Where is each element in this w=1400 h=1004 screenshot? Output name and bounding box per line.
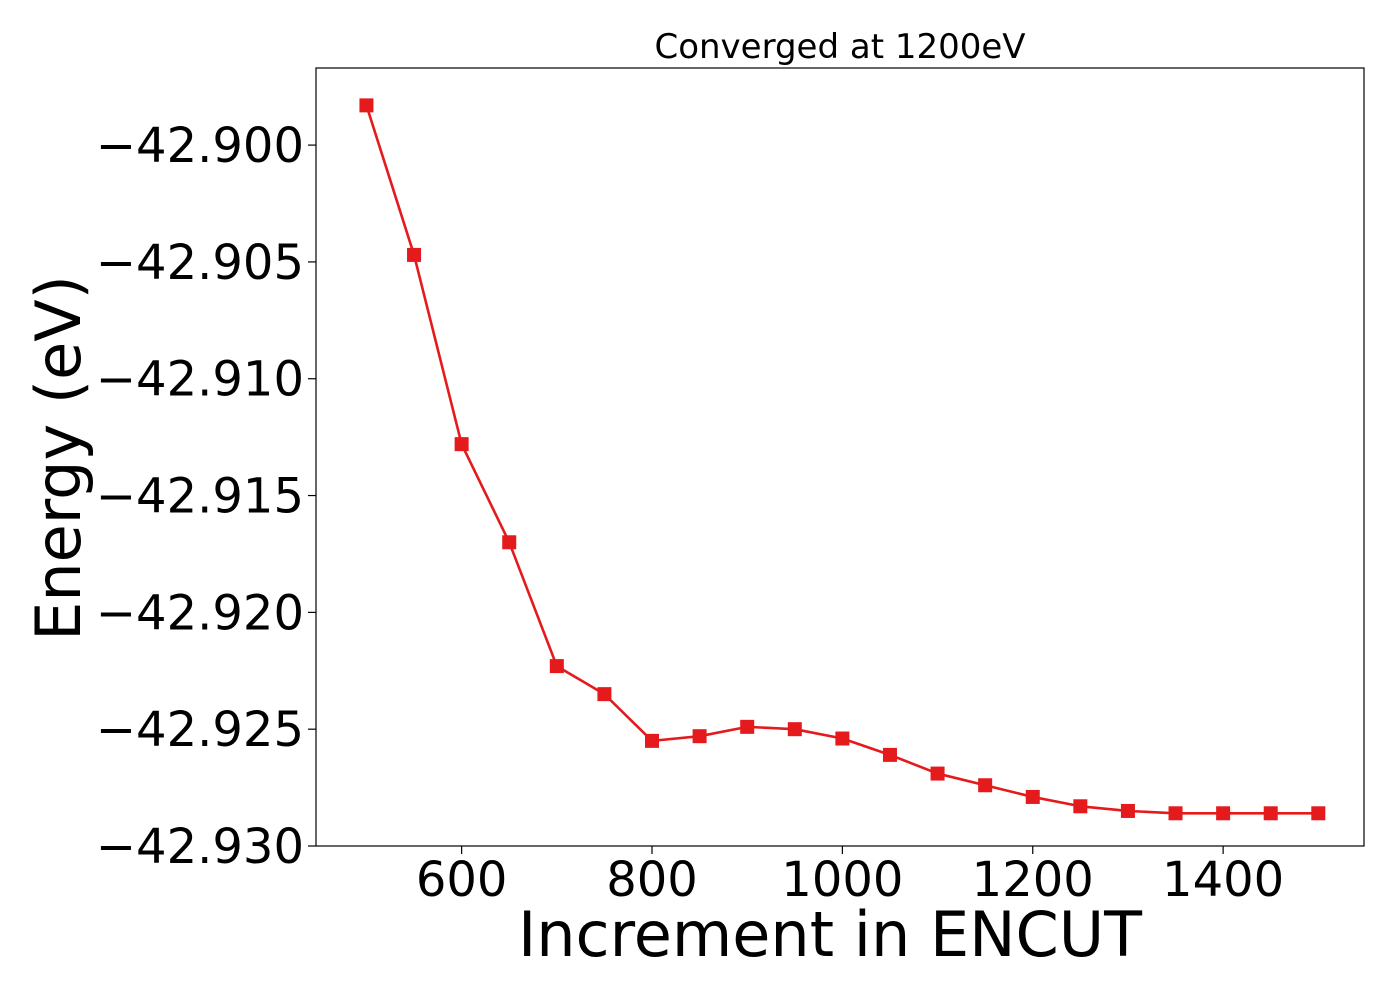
y-tick-label: −42.905 bbox=[96, 235, 304, 291]
data-point-marker bbox=[645, 733, 660, 748]
data-point-marker bbox=[1216, 806, 1231, 821]
y-tick-label: −42.915 bbox=[96, 469, 304, 525]
x-tick-label: 800 bbox=[606, 852, 698, 908]
plot-area-frame bbox=[315, 67, 1365, 847]
data-point-marker bbox=[1025, 789, 1040, 804]
chart-title: Converged at 1200eV bbox=[654, 27, 1025, 67]
x-tick-label: 1000 bbox=[781, 852, 903, 908]
data-point-marker bbox=[1263, 806, 1278, 821]
data-point-marker bbox=[740, 719, 755, 734]
data-point-marker bbox=[549, 659, 564, 674]
data-point-marker bbox=[1073, 799, 1088, 814]
data-point-marker bbox=[787, 722, 802, 737]
y-tick-label: −42.920 bbox=[96, 585, 304, 641]
y-tick-label: −42.925 bbox=[96, 702, 304, 758]
series-layer bbox=[359, 98, 1326, 821]
data-point-marker bbox=[930, 766, 945, 781]
y-axis-label: Energy (eV) bbox=[22, 275, 95, 641]
data-point-marker bbox=[1168, 806, 1183, 821]
y-tick-label: −42.900 bbox=[96, 118, 304, 174]
data-point-marker bbox=[1120, 803, 1135, 818]
y-tick-label: −42.930 bbox=[96, 819, 304, 875]
y-tick-label: −42.910 bbox=[96, 352, 304, 408]
x-tick-label: 1400 bbox=[1162, 852, 1284, 908]
x-tick-label: 1200 bbox=[972, 852, 1094, 908]
data-point-marker bbox=[978, 778, 993, 793]
data-point-marker bbox=[502, 535, 517, 550]
data-point-marker bbox=[882, 747, 897, 762]
x-tick-label: 600 bbox=[416, 852, 508, 908]
x-axis-label: Increment in ENCUT bbox=[518, 898, 1143, 971]
data-point-marker bbox=[454, 437, 469, 452]
series-line bbox=[365, 104, 1319, 815]
x-axis-ticks: 600 800 1000 1200 1400 bbox=[416, 846, 1284, 908]
data-point-marker bbox=[359, 98, 374, 113]
y-axis-ticks: −42.930 −42.925 −42.920 −42.915 −42.910 −42.9… bbox=[96, 118, 316, 875]
data-point-marker bbox=[597, 687, 612, 702]
data-point-marker bbox=[407, 247, 422, 262]
data-point-marker bbox=[1311, 806, 1326, 821]
data-point-marker bbox=[692, 729, 707, 744]
data-point-marker bbox=[835, 731, 850, 746]
